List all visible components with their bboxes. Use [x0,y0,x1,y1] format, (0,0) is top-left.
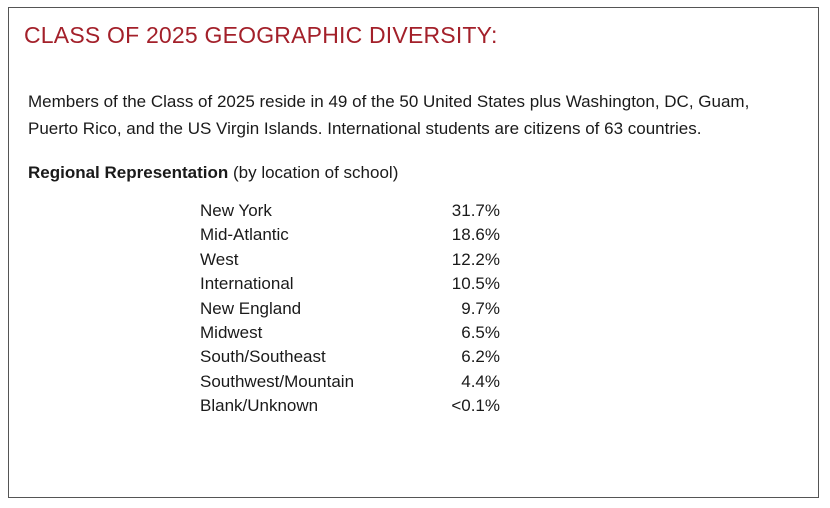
regional-heading-label: Regional Representation [28,163,229,182]
region-name: South/Southeast [200,347,326,367]
region-name: Mid-Atlantic [200,225,289,245]
table-row: Mid-Atlantic 18.6% [200,223,500,247]
table-row: International 10.5% [200,272,500,296]
regional-heading: Regional Representation (by location of … [28,163,398,183]
region-percent: 31.7% [451,201,500,220]
intro-paragraph: Members of the Class of 2025 reside in 4… [28,88,798,142]
region-name: West [200,249,239,269]
table-row: South/Southeast 6.2% [200,345,500,369]
intro-line-1: Members of the Class of 2025 reside in 4… [28,92,750,111]
table-row: New England 9.7% [200,297,500,321]
regional-heading-note: (by location of school) [228,163,399,182]
regional-table: New York 31.7% Mid-Atlantic 18.6% West 1… [200,199,500,419]
region-name: New York [200,201,272,220]
table-row: New York 31.7% [200,199,500,223]
region-name: Midwest [200,322,263,342]
region-percent: 6.5% [461,322,500,342]
intro-line-2: Puerto Rico, and the US Virgin Islands. … [28,119,702,138]
region-percent: 12.2% [451,249,500,269]
region-percent: 4.4% [461,371,500,391]
region-percent: 10.5% [451,274,500,294]
region-name: International [200,274,294,294]
region-name: Blank/Unknown [200,396,319,416]
page-title: CLASS OF 2025 GEOGRAPHIC DIVERSITY: [24,22,498,48]
document-frame: CLASS OF 2025 GEOGRAPHIC DIVERSITY: Memb… [8,7,819,498]
region-name: Southwest/Mountain [200,371,355,391]
table-row: Blank/Unknown <0.1% [200,394,500,418]
region-name: New England [200,298,302,318]
table-row: Southwest/Mountain 4.4% [200,370,500,394]
table-row: West 12.2% [200,248,500,272]
table-row: Midwest 6.5% [200,321,500,345]
region-percent: 18.6% [451,225,500,245]
region-percent: 9.7% [461,298,500,318]
region-percent: <0.1% [451,396,500,416]
region-percent: 6.2% [461,347,500,367]
